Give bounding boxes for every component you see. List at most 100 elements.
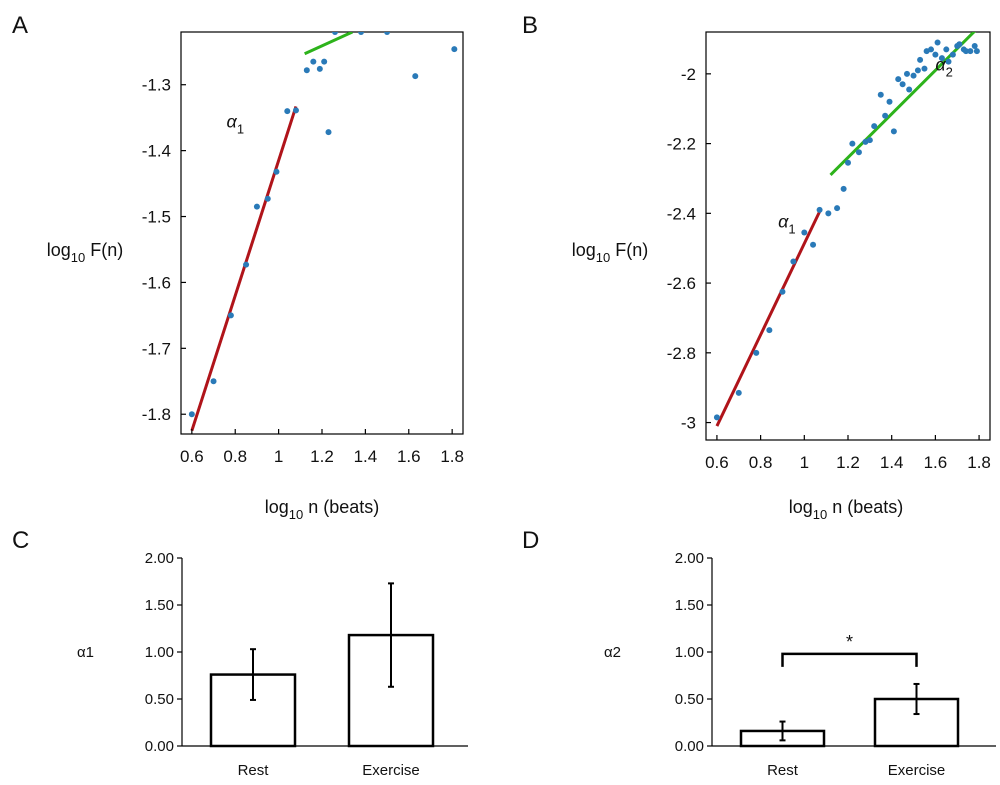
data-point xyxy=(825,210,832,217)
data-point xyxy=(292,107,299,114)
data-point xyxy=(928,46,935,53)
panel-letter: C xyxy=(12,527,29,554)
y-axis-label: α2 xyxy=(604,644,621,661)
y-tick-label: -2.4 xyxy=(667,204,696,223)
x-axis-label-sub: 10 xyxy=(289,507,303,522)
x-axis-label-sub: 10 xyxy=(813,507,827,522)
data-point xyxy=(914,67,921,74)
data-point xyxy=(945,58,952,65)
alpha-subscript: 2 xyxy=(946,64,953,79)
data-point xyxy=(921,65,928,72)
data-point xyxy=(973,48,980,55)
alpha-annotation: α1 xyxy=(227,112,245,137)
data-point xyxy=(384,32,391,35)
data-point xyxy=(801,229,808,236)
data-point xyxy=(358,32,365,35)
data-point xyxy=(310,58,317,65)
y-tick-label: -3 xyxy=(681,414,696,433)
y-tick-label: 0.50 xyxy=(675,691,704,708)
y-axis-label-rest: F(n) xyxy=(85,240,123,260)
data-point xyxy=(210,378,217,385)
x-axis-label: log10 n (beats) xyxy=(789,497,904,522)
y-tick-label: -1.6 xyxy=(142,273,171,292)
panel-d: D 0.00 0.50 1.00 1.50 2.00 α2 Rest Exercise * xyxy=(522,527,996,779)
y-axis-label-sub: 10 xyxy=(596,250,610,265)
y-axis-label: α1 xyxy=(77,644,94,661)
data-layer xyxy=(713,32,980,427)
y-axis-label-main: log xyxy=(47,240,71,260)
data-point xyxy=(871,123,878,130)
x-category-label: Rest xyxy=(238,762,270,779)
y-tick-label: 0.00 xyxy=(145,738,174,755)
x-tick-label: 1.8 xyxy=(967,453,991,472)
y-tick-label: -2 xyxy=(681,65,696,84)
y-axis-label: log10 F(n) xyxy=(572,240,649,265)
data-point xyxy=(899,81,906,88)
significance-marker: * xyxy=(846,632,853,652)
data-point xyxy=(971,42,978,49)
data-point xyxy=(779,288,786,295)
data-point xyxy=(943,46,950,53)
fit-line-alpha2 xyxy=(304,32,353,56)
data-point xyxy=(332,32,339,35)
y-tick-label: -2.6 xyxy=(667,274,696,293)
y-tick-label: -2.8 xyxy=(667,344,696,363)
panel-letter: A xyxy=(12,12,28,39)
data-point xyxy=(412,73,419,80)
data-point xyxy=(962,48,969,55)
x-tick-label: 1 xyxy=(800,453,809,472)
data-point xyxy=(227,312,234,319)
fit-line-alpha2 xyxy=(829,32,976,177)
data-point xyxy=(895,76,902,83)
data-point xyxy=(316,65,323,72)
data-point xyxy=(243,261,250,268)
data-point xyxy=(753,349,760,356)
data-point xyxy=(845,159,851,166)
data-point xyxy=(816,206,823,213)
data-point xyxy=(713,414,720,421)
data-point xyxy=(735,389,742,396)
x-tick-label: 0.6 xyxy=(705,453,729,472)
x-axis-label-rest: n (beats) xyxy=(827,497,903,517)
x-tick-label: 0.8 xyxy=(749,453,773,472)
x-category-label: Exercise xyxy=(888,762,946,779)
data-point xyxy=(321,58,328,65)
alpha-annotation: α2 xyxy=(935,54,953,79)
data-point xyxy=(766,327,773,334)
data-point xyxy=(253,203,260,210)
y-tick-label: -1.4 xyxy=(142,142,171,161)
y-tick-label: 1.00 xyxy=(675,644,704,661)
data-point xyxy=(877,91,884,98)
y-tick-label: -2.2 xyxy=(667,135,696,154)
x-tick-label: 0.8 xyxy=(223,447,247,466)
fit-line-alpha1 xyxy=(190,106,298,432)
x-tick-label: 1.4 xyxy=(880,453,904,472)
data-point xyxy=(284,108,291,115)
data-point xyxy=(956,41,963,48)
y-tick-label: 0.50 xyxy=(145,691,174,708)
y-tick-label: 2.00 xyxy=(145,550,174,567)
plot-frame xyxy=(705,31,991,441)
alpha-subscript: 1 xyxy=(237,122,244,137)
y-tick-label: 0.00 xyxy=(675,738,704,755)
x-axis-label-rest: n (beats) xyxy=(303,497,379,517)
alpha-symbol: α xyxy=(227,112,238,132)
data-point xyxy=(273,168,280,175)
data-point xyxy=(834,205,841,212)
x-tick-label: 1 xyxy=(274,447,283,466)
alpha-annotation: α1 xyxy=(778,211,796,236)
x-tick-label: 1.8 xyxy=(440,447,464,466)
plot-frame xyxy=(180,31,464,435)
x-tick-label: 1.4 xyxy=(354,447,378,466)
data-point xyxy=(849,140,856,147)
data-point xyxy=(949,51,956,58)
x-tick-label: 1.6 xyxy=(924,453,948,472)
data-point xyxy=(910,72,917,79)
x-axis-label: log10 n (beats) xyxy=(265,497,380,522)
y-tick-label: -1.5 xyxy=(142,208,171,227)
alpha-symbol: α xyxy=(935,54,946,74)
data-point xyxy=(938,55,945,62)
data-point xyxy=(967,48,974,55)
data-point xyxy=(903,70,910,77)
